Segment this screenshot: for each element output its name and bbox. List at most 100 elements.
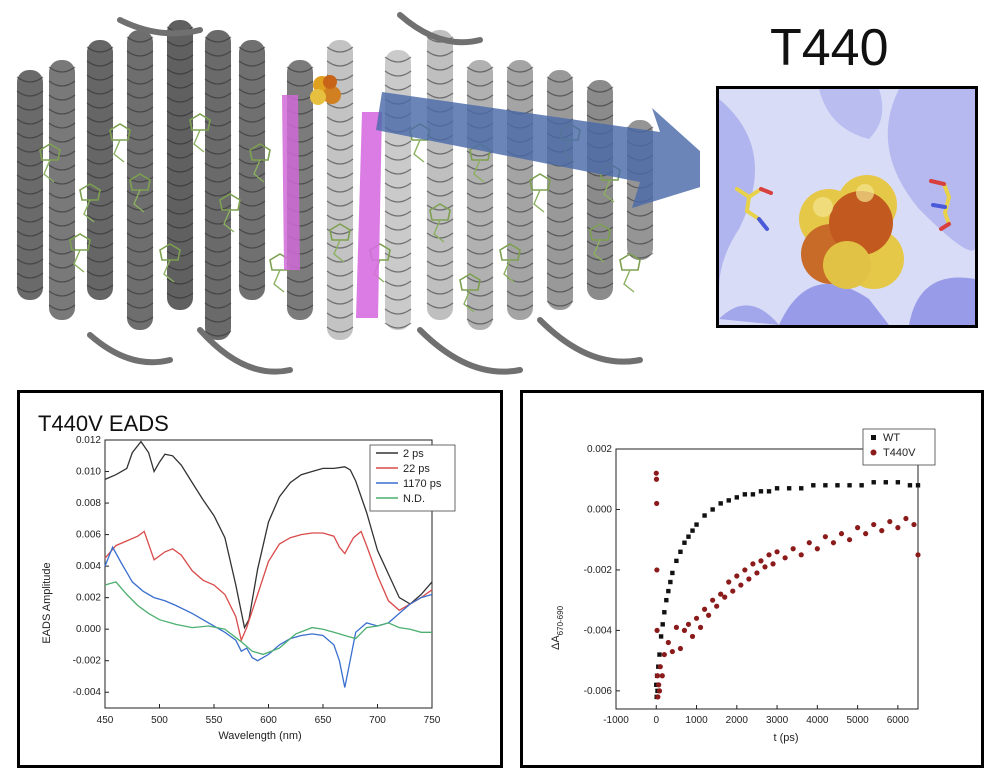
helix-2 [87, 40, 113, 300]
helix-turn [166, 250, 194, 257]
eads-y-tick-label: 0.002 [76, 593, 101, 604]
helix-turn [466, 178, 494, 185]
helix-turn [286, 304, 314, 311]
helix-turn [126, 260, 154, 267]
helix-turn [126, 50, 154, 57]
helix-turn [166, 180, 194, 187]
chlorophyll-tail-7 [253, 159, 265, 183]
loop-1 [197, 327, 293, 375]
trace-point-t440v [653, 476, 660, 482]
trace-point-wt [895, 480, 901, 485]
helix-turn [204, 246, 232, 253]
helix-turn [626, 238, 654, 245]
helix-turn [86, 74, 114, 81]
helix-turn [48, 220, 76, 227]
trace-point-t440v [754, 570, 760, 576]
chlorophyll-tail-12 [473, 159, 485, 183]
trace-point-t440v [714, 603, 720, 609]
helix-turn [48, 192, 76, 199]
trace-point-wt [847, 483, 852, 488]
helix-turn [506, 192, 534, 199]
helix-turn [16, 146, 44, 153]
trace-point-t440v [697, 624, 704, 630]
helix-turn [426, 274, 454, 281]
chlorophyll-11 [429, 203, 451, 221]
chlorophyll-tail-8 [273, 269, 285, 293]
helix-turn [16, 216, 44, 223]
helix-turn [326, 60, 354, 67]
helix-turn [326, 298, 354, 305]
helix-turn [204, 190, 232, 197]
helix-1 [49, 60, 75, 320]
helix-turn [384, 322, 412, 329]
zoom-title: T440 [770, 19, 889, 77]
trace-point-wt [662, 610, 667, 615]
helix-turn [204, 176, 232, 183]
helix-turn [126, 232, 154, 239]
helix-turn [238, 228, 266, 235]
chlorophyll-2 [109, 123, 131, 141]
helix-turn [204, 316, 232, 323]
helix-turn [204, 232, 232, 239]
trace-x-tick-label: 0 [653, 715, 659, 726]
loop-0 [87, 332, 173, 366]
eads-legend-label: 22 ps [403, 463, 430, 475]
helix-turn [426, 302, 454, 309]
eads-series-line-0 [104, 440, 433, 630]
trace-point-t440v [654, 567, 660, 573]
trace-y-tick-label: -0.006 [584, 686, 613, 697]
trace-x-axis-label: t (ps) [773, 732, 798, 744]
helix-turn [238, 60, 266, 67]
trace-point-wt [678, 549, 683, 554]
trace-y-tick-label: -0.004 [584, 625, 613, 636]
helix-turn [326, 228, 354, 235]
helix-12 [507, 60, 533, 320]
helix-turn [426, 190, 454, 197]
helix-turn [204, 64, 232, 71]
helix-turn [166, 152, 194, 159]
helix-turn [48, 122, 76, 129]
helix-turn [126, 162, 154, 169]
trace-y-tick-label: 0.000 [587, 504, 612, 515]
trace-point-t440v [669, 648, 675, 655]
iron-sulfur-cluster [310, 75, 341, 105]
trace-point-wt [666, 588, 671, 594]
helix-turn [204, 36, 232, 43]
helix-turn [384, 140, 412, 147]
trace-point-t440v [798, 552, 804, 558]
chlorophyll-tail-2 [113, 139, 125, 163]
eads-y-tick-label: -0.004 [73, 687, 102, 698]
helix-5 [205, 30, 231, 340]
helix-turn [86, 88, 114, 95]
helix-turn [426, 246, 454, 253]
chlorophyll-0 [39, 143, 61, 161]
eads-y-tick-label: 0.000 [76, 624, 101, 635]
helix-turn [506, 206, 534, 213]
trace-point-wt [682, 540, 687, 545]
helix-turn [466, 234, 494, 241]
trace-point-t440v [746, 576, 752, 582]
helix-turn [384, 238, 412, 245]
trace-point-wt [811, 483, 816, 488]
helix-turn [506, 220, 534, 227]
trace-x-tick-label: 5000 [846, 715, 869, 726]
trace-point-t440v [770, 561, 776, 567]
helix-turn [326, 46, 354, 53]
helix-turn [546, 202, 574, 209]
helix-10 [427, 30, 453, 320]
chlorophyll-3 [129, 173, 151, 191]
helix-turn [466, 262, 494, 269]
helix-turn [546, 300, 574, 307]
helix-turn [466, 318, 494, 325]
chlorophyll-21 [79, 183, 101, 201]
trace-point-t440v [814, 546, 820, 552]
helix-turn [586, 240, 614, 247]
eads-x-tick-label: 450 [97, 715, 114, 726]
loop-4 [117, 17, 203, 37]
helix-turn [426, 78, 454, 85]
trace-point-t440v [710, 597, 716, 603]
trace-point-wt [750, 492, 756, 497]
trace-point-wt [694, 522, 699, 527]
trace-x-tick-label: 1000 [685, 715, 708, 726]
left-residue-sticks [735, 187, 773, 231]
